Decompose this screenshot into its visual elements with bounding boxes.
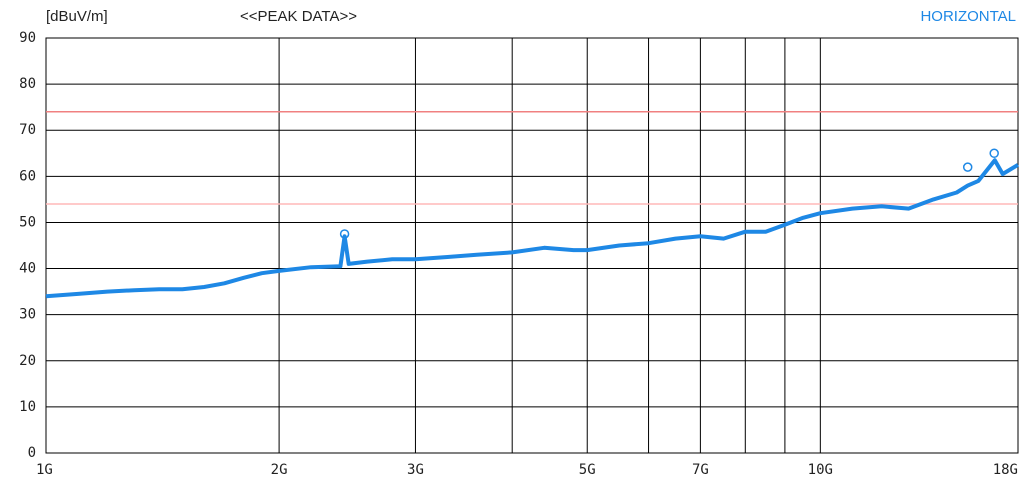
x-tick-label: 5G (579, 462, 596, 478)
x-tick-label: 7G (692, 462, 709, 478)
trace-line (45, 158, 1020, 299)
x-tick-label: 10G (808, 462, 833, 478)
plot-area (45, 37, 1019, 454)
y-tick-label: 60 (19, 168, 36, 184)
y-tick-label: 20 (19, 353, 36, 369)
y-tick-label: 80 (19, 76, 36, 92)
y-tick-label: 50 (19, 214, 36, 230)
y-tick-label: 0 (28, 445, 36, 461)
chart-title: <<PEAK DATA>> (240, 8, 357, 25)
peak-marker (962, 162, 973, 172)
y-tick-label: 30 (19, 307, 36, 323)
x-tick-label: 3G (407, 462, 424, 478)
y-tick-label: 70 (19, 122, 36, 138)
y-tick-label: 40 (19, 261, 36, 277)
unit-label: [dBuV/m] (46, 8, 108, 25)
polarization-label: HORIZONTAL (920, 8, 1016, 25)
x-tick-label: 1G (36, 462, 53, 478)
x-tick-label: 2G (271, 462, 288, 478)
peak-marker (989, 148, 999, 159)
x-tick-label: 18G (993, 462, 1018, 478)
y-tick-label: 10 (19, 399, 36, 415)
y-tick-label: 90 (19, 30, 36, 46)
peak-marker (339, 229, 350, 239)
